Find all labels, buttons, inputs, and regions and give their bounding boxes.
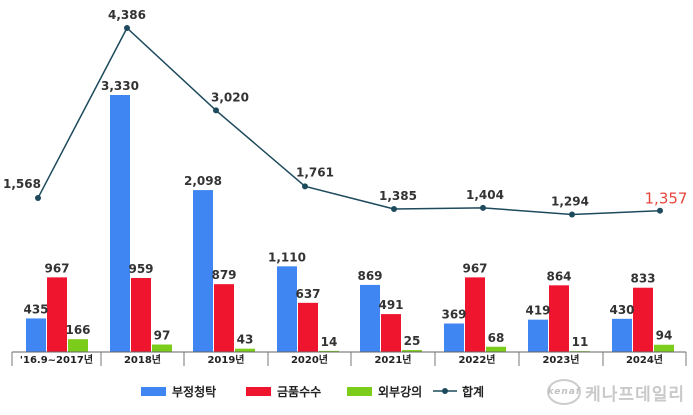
bar-0-5: [444, 323, 464, 352]
legend-label: 부정청탁: [172, 384, 216, 399]
bar-value-label: 25: [404, 334, 421, 348]
total-point: [302, 183, 308, 190]
bar-1-4: [381, 314, 401, 352]
bar-value-label: 419: [525, 304, 550, 318]
x-tick-label: 2024년: [626, 353, 663, 366]
total-point: [124, 25, 130, 31]
bar-value-label: 68: [488, 331, 505, 345]
legend-label: 외부강의: [378, 384, 422, 399]
bar-value-label: 14: [321, 335, 338, 349]
bar-value-label: 1,110: [268, 250, 306, 264]
bar-value-label: 491: [378, 298, 403, 312]
bar-labels-layer: 435 3,330 2,098 1,110 869 369 419 430 967 959 879 6…: [23, 79, 672, 349]
x-tick-label: 2020년: [291, 353, 328, 366]
bar-1-7: [633, 287, 653, 352]
x-axis-ticks: '16.9~2017년 2018년 2019년 2020년 2021년 2022년 2023…: [11, 352, 687, 366]
total-value-label: 1,404: [466, 188, 504, 202]
legend-label: 합계: [462, 384, 484, 399]
bar-value-label: 435: [23, 302, 48, 316]
total-value-label: 1,294: [551, 194, 589, 208]
bar-0-4: [360, 284, 380, 352]
total-point: [480, 204, 486, 211]
bar-2-0: [68, 339, 88, 352]
bar-2-5: [486, 346, 506, 352]
bar-value-label: 864: [546, 269, 571, 283]
bar-value-label: 3,330: [101, 79, 139, 93]
bar-2-2: [235, 348, 255, 352]
watermark-logo: kenaf: [547, 379, 582, 405]
bar-value-label: 166: [65, 323, 90, 337]
bar-1-2: [214, 284, 234, 352]
bar-1-3: [298, 302, 318, 352]
total-value-label: 1,568: [3, 177, 41, 191]
total-value-label: 4,386: [108, 8, 146, 22]
bar-2-4: [402, 350, 422, 352]
bar-1-1: [131, 277, 151, 352]
bar-value-label: 879: [211, 268, 236, 282]
bar-value-label: 637: [295, 287, 320, 301]
total-point: [569, 211, 575, 218]
bar-value-label: 967: [44, 261, 69, 275]
x-tick-label: 2022년: [458, 353, 495, 366]
watermark-text: 케나프데일리: [585, 384, 685, 405]
bars-layer: [26, 95, 674, 352]
legend-swatch: [141, 387, 166, 396]
total-line-layer: 1,568 4,386 3,020 1,761 1,385 1,404 1,294 1,357: [3, 8, 688, 218]
bar-0-2: [193, 190, 213, 352]
bar-value-label: 97: [154, 329, 171, 343]
bar-value-label: 430: [609, 303, 634, 317]
bar-value-label: 11: [572, 335, 589, 349]
total-value-label: 1,385: [379, 189, 417, 203]
bar-value-label: 967: [462, 261, 487, 275]
bar-value-label: 94: [656, 329, 673, 343]
bar-value-label: 959: [128, 262, 153, 276]
total-point: [657, 207, 663, 214]
bar-value-label: 869: [357, 269, 382, 283]
bar-1-6: [549, 285, 569, 352]
x-tick-label: 2023년: [542, 353, 579, 366]
legend-label: 금품수수: [277, 385, 321, 399]
x-tick-label: 2019년: [207, 353, 244, 366]
bar-0-7: [612, 318, 632, 352]
x-tick-label: 2021년: [374, 353, 411, 366]
bar-2-7: [654, 344, 674, 352]
bar-value-label: 43: [237, 333, 254, 347]
total-point: [213, 107, 219, 114]
x-tick-label: 2018년: [124, 353, 161, 366]
total-point: [391, 206, 397, 212]
legend-swatch: [347, 387, 372, 396]
bar-1-5: [465, 277, 485, 352]
watermark: kenaf 케나프데일리: [547, 379, 685, 405]
total-line: [37, 26, 661, 216]
total-value-label: 1,357: [645, 190, 688, 208]
bar-0-3: [277, 266, 297, 352]
bar-value-label: 2,098: [184, 174, 222, 188]
bar-2-3: [319, 350, 339, 352]
bar-value-label: 369: [441, 308, 466, 322]
bar-2-1: [152, 344, 172, 352]
x-tick-label: '16.9~2017년: [20, 353, 93, 366]
total-value-label: 1,761: [296, 165, 334, 179]
total-point: [35, 194, 41, 201]
bar-0-1: [110, 95, 130, 352]
bar-value-label: 833: [630, 272, 655, 286]
legend: 부정청탁 금품수수 외부강의 합계: [141, 384, 484, 399]
legend-line-marker: [442, 388, 448, 394]
bar-0-0: [26, 318, 46, 352]
legend-swatch: [246, 387, 271, 396]
total-value-label: 3,020: [211, 90, 249, 104]
bar-1-0: [47, 277, 67, 352]
bar-0-6: [528, 319, 548, 352]
